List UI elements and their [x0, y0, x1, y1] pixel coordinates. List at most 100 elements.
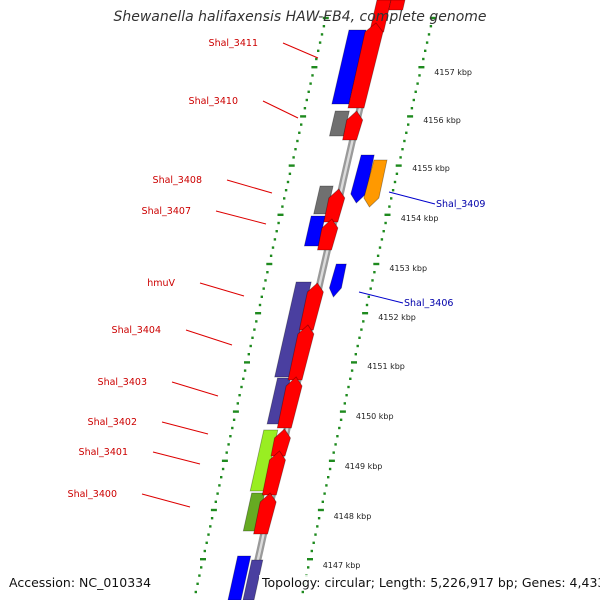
leader-line-10: [388, 191, 436, 205]
gene-label-8: Shal_3401: [79, 447, 128, 458]
outer-dot-58: [216, 492, 219, 495]
outer-dot-2: [320, 33, 324, 36]
inner-dot-26: [382, 230, 385, 233]
outer-dot-48: [232, 410, 239, 413]
cds-shal-3411: [347, 22, 384, 109]
inner-dot-70: [301, 590, 304, 594]
outer-dot-17: [292, 156, 295, 159]
outer-dot-37: [255, 320, 258, 323]
outer-dot-55: [221, 467, 225, 471]
inner-dot-64: [312, 541, 315, 544]
tick-label-2: 4149 kbp: [345, 462, 383, 471]
outer-dot-25: [277, 221, 280, 225]
outer-dot-57: [218, 484, 221, 487]
leader-line-4: [199, 282, 245, 297]
outer-dot-5: [315, 57, 318, 61]
outer-dot-11: [303, 107, 307, 110]
tick-label-6: 4153 kbp: [389, 264, 427, 273]
outer-dot-41: [247, 353, 250, 356]
inner-dot-53: [332, 451, 335, 454]
leader-line-7: [161, 421, 209, 435]
outer-dot-33: [262, 287, 265, 290]
inner-dot-11: [410, 107, 414, 110]
inner-dot-29: [376, 254, 380, 257]
outer-dot-52: [227, 443, 230, 446]
outer-dot-62: [209, 525, 212, 528]
inner-dot-25: [384, 221, 387, 225]
inner-dot-5: [422, 57, 425, 61]
inner-dot-44: [349, 377, 352, 380]
outer-dot-32: [264, 279, 267, 282]
outer-dot-69: [196, 582, 199, 585]
outer-dot-0: [322, 16, 329, 20]
inner-dot-32: [371, 279, 374, 282]
outer-dot-53: [225, 451, 228, 454]
leader-line-0: [282, 42, 319, 59]
outer-dot-45: [240, 385, 243, 389]
outer-dot-20: [286, 180, 290, 184]
inner-dot-52: [334, 443, 337, 446]
tick-label-4: 4151 kbp: [367, 362, 405, 371]
gene-labels: Shal_3411 Shal_3410 Shal_3408 Shal_3407 hmuV…: [68, 38, 485, 508]
outer-dot-22: [283, 197, 286, 200]
gene-label-2: Shal_3408: [153, 175, 202, 186]
inner-dot-47: [343, 402, 346, 405]
outer-dot-7: [311, 74, 314, 77]
inner-dot-8: [416, 82, 419, 85]
accession-caption: Accession: NC_010334: [6, 575, 155, 590]
inner-dot-6: [418, 66, 425, 69]
outer-dot-65: [203, 549, 206, 553]
outer-dot-49: [232, 418, 236, 421]
outer-dot-40: [249, 344, 252, 348]
inner-dot-16: [401, 148, 404, 151]
gene-label-9: Shal_3400: [68, 489, 117, 500]
inner-dot-37: [362, 320, 365, 323]
outer-dot-60: [210, 508, 217, 512]
outer-dot-36: [255, 312, 262, 315]
inner-dot-41: [354, 353, 357, 356]
tick-label-3: 4150 kbp: [356, 412, 394, 421]
cds-shal-3400: [253, 492, 277, 535]
outer-dot-66: [200, 558, 206, 561]
gene-label-1: Shal_3410: [189, 96, 238, 107]
inner-dot-58: [323, 492, 326, 495]
outer-dot-8: [309, 82, 312, 85]
outer-dot-27: [273, 238, 277, 241]
feature-track: [227, 0, 406, 600]
map-title: Shewanella halifaxensis HAW-EB4, complet…: [113, 9, 487, 25]
gene-label-6: Shal_3403: [98, 377, 147, 388]
inner-dot-13: [407, 123, 410, 126]
gene-label-11: Shal_3406: [404, 298, 453, 309]
inner-dot-9: [414, 90, 417, 93]
feature-bottom-blue: [227, 555, 252, 600]
gene-label-3: Shal_3407: [142, 206, 191, 217]
outer-dot-1: [322, 25, 326, 28]
leader-line-2: [226, 179, 273, 194]
inner-dot-31: [373, 271, 376, 274]
inner-dot-14: [405, 131, 408, 134]
inner-dot-12: [407, 115, 414, 118]
outer-dot-70: [194, 590, 197, 594]
inner-dot-4: [424, 49, 427, 52]
inner-dot-21: [391, 189, 395, 192]
outer-dot-47: [236, 402, 239, 405]
scale-ticks: 4147 kbp 4148 kbp 4149 kbp 4150 kbp 4151 kbp…: [323, 68, 472, 570]
outer-dot-42: [244, 361, 250, 364]
feature-shal-3409-blue: [350, 154, 375, 204]
tick-label-7: 4154 kbp: [401, 214, 439, 223]
outer-dot-44: [242, 377, 245, 380]
gene-label-4: hmuV: [147, 278, 175, 289]
outer-dot-61: [210, 517, 214, 520]
inner-dot-39: [358, 336, 361, 339]
outer-dot-10: [305, 98, 308, 102]
outer-dot-63: [207, 533, 210, 536]
tick-label-0: 4147 kbp: [323, 561, 361, 570]
outer-dot-21: [284, 189, 288, 192]
outer-dot-30: [266, 262, 273, 266]
feature-bottom-purple: [242, 559, 264, 600]
outer-dot-31: [266, 271, 269, 274]
inner-dot-20: [393, 180, 397, 184]
outer-dot-34: [260, 295, 263, 298]
gene-label-0: Shal_3411: [209, 38, 258, 49]
